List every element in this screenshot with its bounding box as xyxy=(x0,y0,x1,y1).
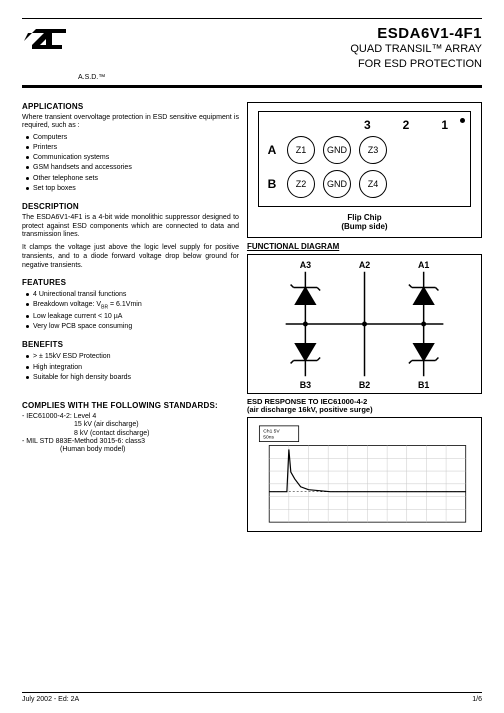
col-label: 2 xyxy=(403,118,410,132)
pinout-caption: (Bump side) xyxy=(258,222,471,231)
benefits-list: > ± 15kV ESD Protection High integration… xyxy=(26,352,239,382)
description-p2: It clamps the voltage just above the log… xyxy=(22,244,239,270)
applications-list: Computers Printers Communication systems… xyxy=(26,133,239,194)
esd-title: ESD RESPONSE TO IEC61000-4-2 (air discha… xyxy=(247,398,482,415)
pin: Z2 xyxy=(287,170,315,198)
applications-intro: Where transient overvoltage protection i… xyxy=(22,114,239,132)
pin: Z1 xyxy=(287,136,315,164)
list-item: Low leakage current < 10 µA xyxy=(26,312,239,322)
list-item: Communication systems xyxy=(26,153,239,163)
esd-title-l2: (air discharge 16kV, positive surge) xyxy=(247,405,373,414)
description-p1: The ESDA6V1-4F1 is a 4-bit wide monolith… xyxy=(22,214,239,240)
pin-label: A3 xyxy=(300,260,311,270)
pin: Z3 xyxy=(359,136,387,164)
standards-body: - IEC61000-4-2: Level 4 15 kV (air disch… xyxy=(22,413,239,455)
subtitle-l2: FOR ESD PROTECTION xyxy=(350,58,482,72)
list-item: Printers xyxy=(26,143,239,153)
pin1-marker xyxy=(460,118,465,123)
std-line: - IEC61000-4-2: Level 4 xyxy=(22,413,239,421)
row-label: B xyxy=(265,177,279,191)
legend: Ch1 5V xyxy=(263,429,280,435)
list-item: Suitable for high density boards xyxy=(26,373,239,383)
features-title: FEATURES xyxy=(22,278,239,287)
footer: July 2002 - Ed: 2A 1/6 xyxy=(22,692,482,703)
pin-label: B2 xyxy=(359,380,370,390)
pin: Z4 xyxy=(359,170,387,198)
list-item: GSM handsets and accessories xyxy=(26,163,239,173)
std-line: 8 kV (contact discharge) xyxy=(22,430,239,438)
pinout-diagram: 3 2 1 A Z1 GND Z3 B Z2 GND Z4 Fli xyxy=(247,102,482,238)
list-item: Computers xyxy=(26,133,239,143)
description-title: DESCRIPTION xyxy=(22,202,239,211)
applications-title: APPLICATIONS xyxy=(22,102,239,111)
benefits-title: BENEFITS xyxy=(22,340,239,349)
pin-label: A2 xyxy=(359,260,370,270)
page-number: 1/6 xyxy=(472,696,482,703)
pin-label: A1 xyxy=(418,260,429,270)
std-line: - MIL STD 883E-Method 3015-6: class3 xyxy=(22,438,239,446)
list-item: Breakdown voltage: VBR = 6.1Vmin xyxy=(26,300,239,312)
std-line: (Human body model) xyxy=(22,446,239,454)
standards-title: COMPLIES WITH THE FOLLOWING STANDARDS: xyxy=(22,401,239,410)
std-line: 15 kV (air discharge) xyxy=(22,421,239,429)
features-list: 4 Unirectional transil functions Breakdo… xyxy=(26,290,239,332)
pin-label: B3 xyxy=(300,380,311,390)
pinout-caption: Flip Chip xyxy=(258,213,471,222)
asd-mark: A.S.D.™ xyxy=(78,74,482,81)
subtitle-l1: QUAD TRANSIL™ ARRAY xyxy=(350,43,482,57)
list-item: Other telephone sets xyxy=(26,174,239,184)
list-item: > ± 15kV ESD Protection xyxy=(26,352,239,362)
footer-date: July 2002 - Ed: 2A xyxy=(22,696,79,703)
st-logo xyxy=(22,25,68,53)
list-item: High integration xyxy=(26,363,239,373)
col-label: 3 xyxy=(364,118,371,132)
list-item: Very low PCB space consuming xyxy=(26,322,239,332)
row-label: A xyxy=(265,143,279,157)
functional-diagram: A3 A2 A1 B3 B2 B1 xyxy=(247,254,482,394)
part-number: ESDA6V1-4F1 xyxy=(350,25,482,42)
pin: GND xyxy=(323,136,351,164)
functional-title: FUNCTIONAL DIAGRAM xyxy=(247,242,482,251)
legend: 50ns xyxy=(263,435,274,441)
pin-label: B1 xyxy=(418,380,429,390)
esd-response-chart: Ch1 5V 50ns xyxy=(247,417,482,532)
list-item: Set top boxes xyxy=(26,184,239,194)
pin: GND xyxy=(323,170,351,198)
header: ESDA6V1-4F1 QUAD TRANSIL™ ARRAY FOR ESD … xyxy=(22,25,482,72)
list-item: 4 Unirectional transil functions xyxy=(26,290,239,300)
col-label: 1 xyxy=(441,118,448,132)
